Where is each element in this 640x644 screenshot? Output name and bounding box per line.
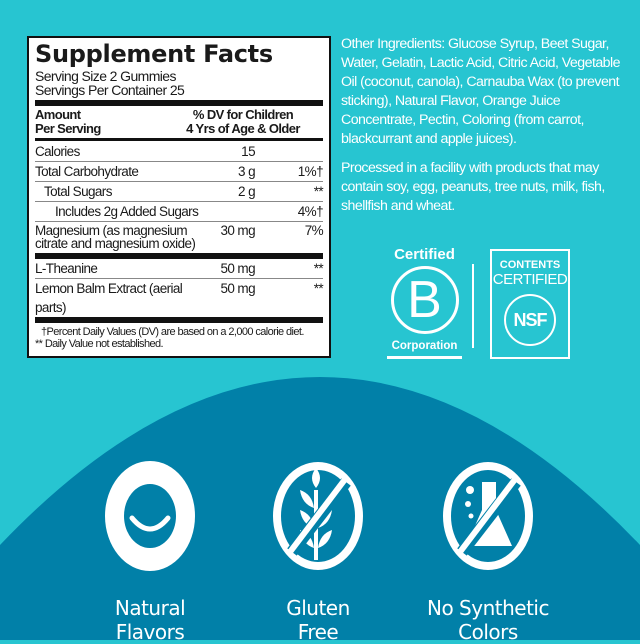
other-ingredients: Other Ingredients: Glucose Syrup, Beet S… <box>341 36 621 147</box>
smile-icon <box>105 461 195 571</box>
nutrient-name: Calories <box>35 144 80 159</box>
feature-no-synthetic-colors: No Synthetic Colors <box>403 460 573 644</box>
no-wheat-icon <box>273 462 363 570</box>
nutrient-amount: 50 mg <box>220 281 255 296</box>
header-amount: Amount <box>35 107 81 122</box>
nutrient-amount: 50 mg <box>220 261 255 276</box>
divider <box>35 100 323 106</box>
bcorp-letter: B <box>390 266 459 334</box>
nsf-mark: NSF <box>504 294 556 346</box>
nutrient-amount: 2 g <box>238 184 256 199</box>
table-row: L-Theanine 50 mg ** <box>35 259 324 279</box>
feature-gluten-free: Gluten Free <box>233 460 403 644</box>
nutrient-dv: ** <box>313 261 324 276</box>
nsf-line2: CERTIFIED <box>492 271 568 288</box>
divider <box>35 317 323 323</box>
nutrient-name: L-Theanine <box>35 261 98 276</box>
bcorp-underline <box>387 356 462 359</box>
divider <box>35 138 323 141</box>
table-row: Magnesium (as magnesium citrate and magne… <box>35 222 324 252</box>
header-age: 4 Yrs of Age & Older <box>186 121 300 136</box>
serving-size: Serving Size 2 Gummies <box>35 68 176 84</box>
nutrient-amount <box>199 202 279 221</box>
feature-label: Colors <box>458 620 518 644</box>
nutrient-dv: 4%† <box>297 204 324 219</box>
nutrient-name: Total Sugars <box>44 184 112 199</box>
table-row: Total Sugars 2 g ** <box>35 182 324 202</box>
bcorp-top: Certified <box>394 246 455 263</box>
feature-label: Natural <box>114 596 186 620</box>
header-per-serving: Per Serving <box>35 121 101 136</box>
supplement-facts-panel: Supplement Facts Serving Size 2 Gummies … <box>27 36 331 358</box>
nutrient-dv: ** <box>313 281 324 296</box>
divider <box>472 264 474 348</box>
nutrient-dv: 7% <box>304 223 324 238</box>
servings-per-container: Servings Per Container 25 <box>35 82 185 98</box>
nsf-logo: CONTENTS CERTIFIED NSF <box>490 249 570 359</box>
header-dv: % DV for Children <box>192 107 294 122</box>
feature-label: Gluten <box>286 596 350 620</box>
feature-natural-flavors: Natural Flavors <box>65 460 235 644</box>
nutrient-name: Total Carbohydrate <box>35 164 139 179</box>
feature-label: Flavors <box>115 620 185 644</box>
nutrient-name: Includes 2g Added Sugars <box>55 204 199 219</box>
footnote-not-established: ** Daily Value not established. <box>35 338 164 350</box>
bcorp-bottom: Corporation <box>391 340 458 352</box>
table-row: Includes 2g Added Sugars 4%† <box>35 202 324 222</box>
nutrient-name: Lemon Balm Extract (aerial parts) <box>35 281 183 315</box>
ingredients-text: Other Ingredients: Glucose Syrup, Beet S… <box>341 35 631 226</box>
nutrient-amount: 15 <box>241 144 255 159</box>
table-row: Calories 15 <box>35 142 323 162</box>
allergen-statement: Processed in a facility with products th… <box>341 160 605 214</box>
nsf-line1: CONTENTS <box>499 259 561 271</box>
divider <box>35 253 323 259</box>
table-row: Lemon Balm Extract (aerial parts) 50 mg ** <box>35 279 324 317</box>
nutrient-dv: ** <box>313 184 324 199</box>
nutrient-dv: 1%† <box>297 164 324 179</box>
footnotes: †Percent Daily Values (DV) are based on … <box>35 323 323 350</box>
footnote-dv: †Percent Daily Values (DV) are based on … <box>41 326 304 338</box>
feature-label: Free <box>297 620 339 644</box>
nutrient-amount: 3 g <box>238 164 256 179</box>
bcorp-logo: Certified B Corporation <box>387 246 462 359</box>
nutrient-amount: 30 mg <box>220 223 255 238</box>
nutrient-name: Magnesium (as magnesium <box>35 223 188 238</box>
facts-header: Amount Per Serving % DV for Children 4 Yrs… <box>35 108 323 136</box>
table-row: Total Carbohydrate 3 g 1%† <box>35 162 324 182</box>
no-flask-icon <box>443 462 533 570</box>
nutrient-name: citrate and magnesium oxide) <box>35 236 196 251</box>
feature-label: No Synthetic <box>427 596 549 620</box>
nutrient-dv <box>279 142 323 161</box>
facts-title: Supplement Facts <box>35 40 273 68</box>
